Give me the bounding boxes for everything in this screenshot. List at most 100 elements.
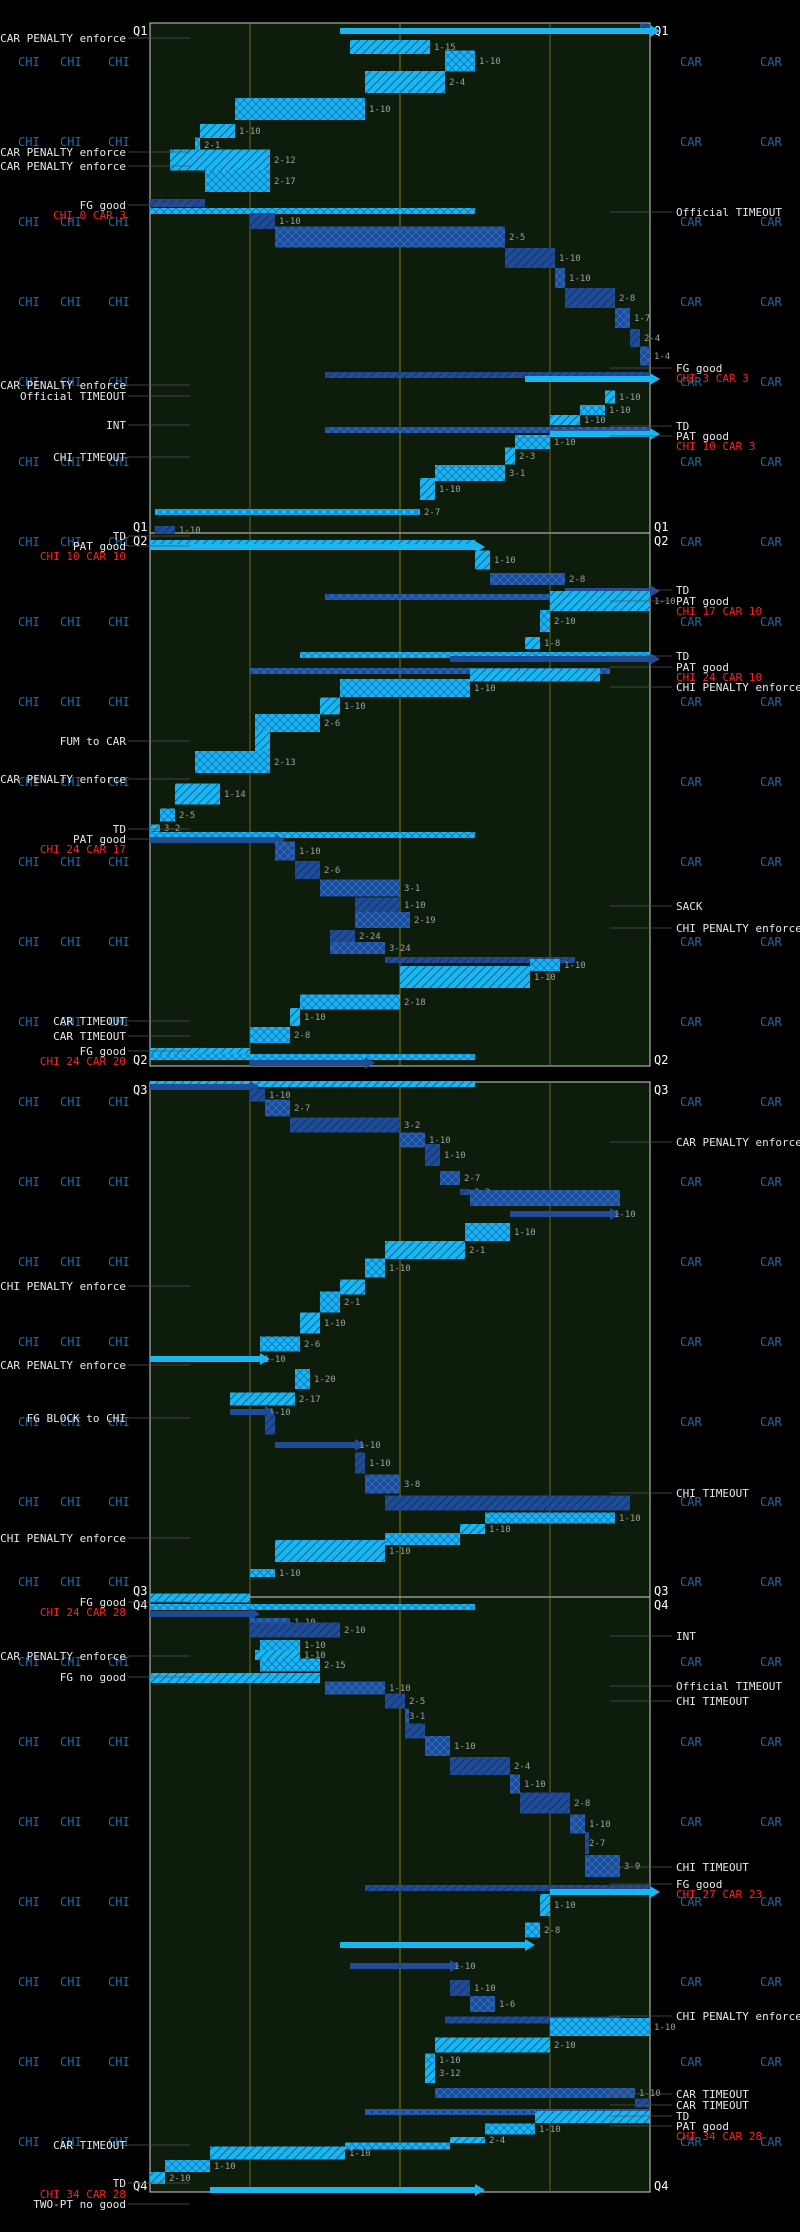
play-arrowhead (365, 1057, 375, 1069)
down-distance-label: 3-12 (439, 2069, 461, 2079)
team-label-chi: CHI (108, 2135, 130, 2149)
team-label-chi: CHI (108, 855, 130, 869)
event-label: CAR TIMEOUT (53, 1030, 126, 1043)
play-arrowhead (260, 1353, 270, 1365)
team-label-car: CAR (760, 295, 782, 309)
team-label-chi: CHI (108, 695, 130, 709)
play-bar (150, 837, 275, 843)
team-label-car: CAR (760, 1175, 782, 1189)
play-bar (555, 268, 565, 288)
event-label: CAR PENALTY enforce (0, 32, 126, 45)
play-bar (150, 1593, 250, 1603)
play-bar (150, 199, 205, 207)
down-distance-label: 1-10 (654, 2023, 676, 2033)
play-bar (295, 1369, 310, 1389)
team-label-chi: CHI (60, 1415, 82, 1429)
score-label: CHI 10 CAR 3 (676, 440, 755, 453)
team-label-car: CAR (680, 455, 702, 469)
play-bar (570, 1814, 585, 1834)
down-distance-label: 2-4 (489, 2136, 505, 2146)
team-label-car: CAR (760, 1815, 782, 1829)
team-label-chi: CHI (108, 775, 130, 789)
down-distance-label: 2-5 (409, 1697, 425, 1707)
event-label: FG no good (60, 1671, 126, 1684)
team-label-car: CAR (680, 1975, 702, 1989)
team-label-car: CAR (680, 1415, 702, 1429)
quarter-label: Q1 (133, 520, 147, 534)
event-label: CHI PENALTY enforce (0, 1532, 126, 1545)
down-distance-label: 2-8 (569, 575, 585, 585)
team-label-car: CAR (680, 1335, 702, 1349)
team-label-chi: CHI (108, 1255, 130, 1269)
team-label-chi: CHI (60, 535, 82, 549)
event-label: CHI TIMEOUT (676, 1695, 749, 1708)
team-label-car: CAR (760, 615, 782, 629)
team-label-chi: CHI (60, 1735, 82, 1749)
team-label-car: CAR (760, 1735, 782, 1749)
team-label-car: CAR (760, 775, 782, 789)
team-label-car: CAR (680, 1095, 702, 1109)
down-distance-label: 1-10 (279, 217, 301, 227)
play-bar (355, 912, 410, 928)
play-bar (355, 1452, 365, 1474)
score-label: CHI 0 CAR 3 (53, 209, 126, 222)
team-label-car: CAR (760, 215, 782, 229)
event-label: PAT good (676, 2120, 729, 2133)
team-label-chi: CHI (18, 1815, 40, 1829)
down-distance-label: 2-10 (169, 2174, 191, 2184)
team-label-chi: CHI (18, 1655, 40, 1669)
score-label: CHI 27 CAR 23 (676, 1888, 762, 1901)
team-label-car: CAR (680, 55, 702, 69)
play-bar (320, 879, 400, 897)
down-distance-label: 2-5 (509, 233, 525, 243)
team-label-chi: CHI (60, 1255, 82, 1269)
down-distance-label: 1-10 (264, 1355, 286, 1365)
event-label: FG good (80, 1045, 126, 1058)
team-label-chi: CHI (18, 615, 40, 629)
play-bar (355, 897, 400, 913)
score-label: CHI 17 CAR 10 (676, 605, 762, 618)
play-bar (250, 1618, 290, 1626)
down-distance-label: 2-8 (294, 1031, 310, 1041)
play-bar (330, 942, 385, 954)
event-label: TD (113, 530, 126, 543)
quarter-label: Q4 (654, 1598, 668, 1612)
play-bar (425, 2063, 435, 2083)
event-label: CAR PENALTY enforce (0, 160, 126, 173)
play-bar (150, 832, 475, 838)
play-bar (275, 841, 295, 861)
play-bar (470, 1996, 495, 2012)
team-label-car: CAR (760, 1255, 782, 1269)
play-bar (250, 668, 610, 674)
play-bar (450, 656, 650, 662)
play-bar (485, 1512, 615, 1524)
team-label-car: CAR (760, 855, 782, 869)
play-arrowhead (525, 1939, 535, 1951)
play-bar (465, 1223, 510, 1241)
play-bar (230, 1392, 295, 1406)
play-bar (340, 1942, 525, 1948)
play-bar (535, 2111, 650, 2123)
play-bar (470, 668, 600, 682)
play-bar (505, 447, 515, 465)
team-label-car: CAR (680, 775, 702, 789)
down-distance-label: 3-8 (404, 1480, 420, 1490)
team-label-car: CAR (680, 1575, 702, 1589)
team-label-chi: CHI (108, 1175, 130, 1189)
play-bar (275, 226, 505, 248)
play-bar (580, 405, 605, 415)
team-label-car: CAR (760, 375, 782, 389)
play-bar (195, 137, 200, 153)
down-distance-label: 1-10 (554, 438, 576, 448)
down-distance-label: 1-10 (454, 1742, 476, 1752)
play-bar (210, 2146, 345, 2160)
down-distance-label: 2-8 (619, 294, 635, 304)
down-distance-label: 2-24 (359, 932, 381, 942)
team-label-car: CAR (760, 135, 782, 149)
play-bar (510, 1211, 610, 1217)
event-label: CHI PENALTY enforce (676, 922, 800, 935)
team-label-chi: CHI (18, 855, 40, 869)
down-distance-label: 1-10 (589, 1820, 611, 1830)
team-label-car: CAR (760, 2055, 782, 2069)
team-label-chi: CHI (60, 615, 82, 629)
